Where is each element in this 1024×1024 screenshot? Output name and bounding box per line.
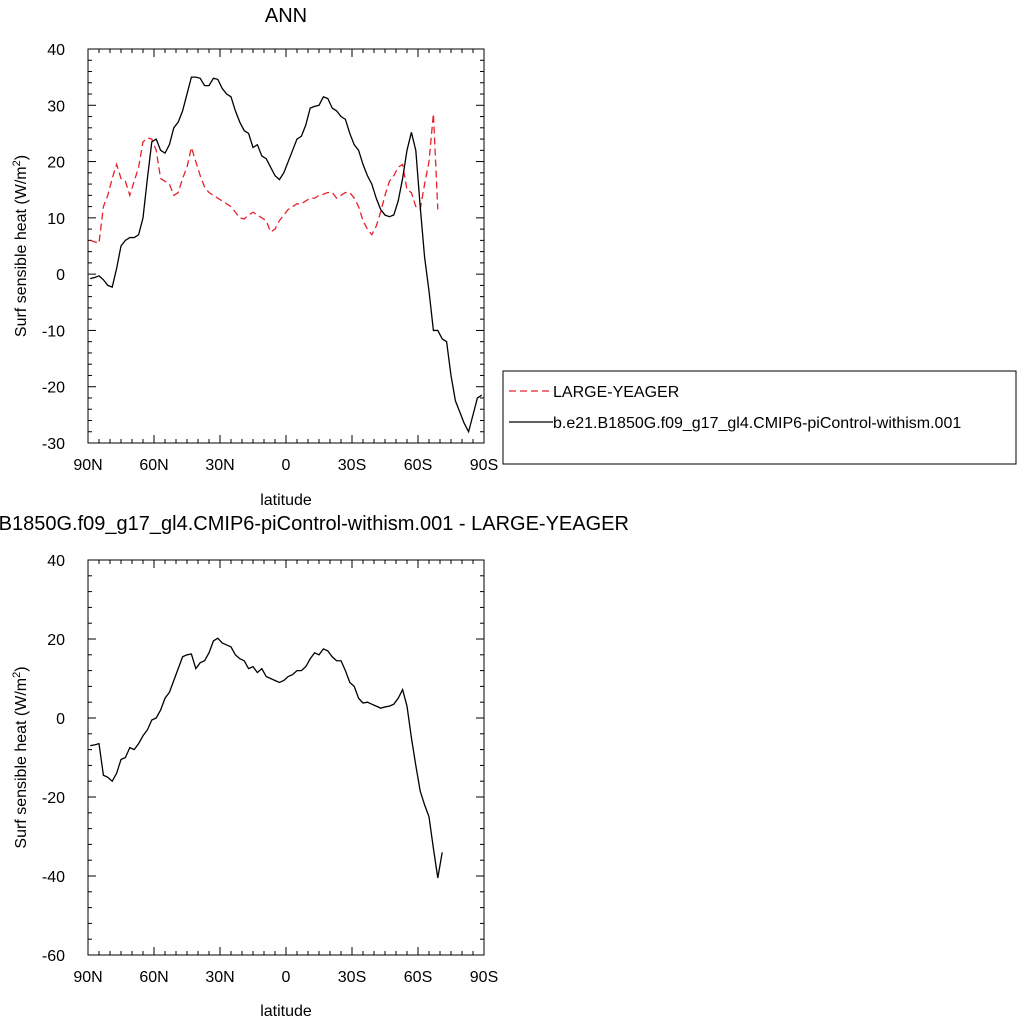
- y-tick-label: -30: [42, 436, 65, 453]
- series-line-0: [90, 113, 439, 245]
- x-tick-label: 60N: [139, 969, 168, 986]
- x-tick-label: 0: [282, 457, 291, 474]
- y-axis-label: Surf sensible heat (W/m2): [11, 155, 30, 337]
- x-axis-label: latitude: [260, 492, 312, 509]
- series-line-1: [90, 76, 483, 434]
- y-tick-label: 0: [56, 711, 65, 728]
- y-tick-label: 30: [47, 98, 65, 115]
- y-tick-label: -40: [42, 869, 65, 886]
- y-tick-label: -10: [42, 323, 65, 340]
- series-line-0: [90, 637, 443, 879]
- y-tick-label: -20: [42, 790, 65, 807]
- panel-bottom: b.e21.B1850G.f09_g17_gl4.CMIP6-piControl…: [0, 513, 629, 1020]
- legend-label-1: b.e21.B1850G.f09_g17_gl4.CMIP6-piControl…: [553, 415, 961, 432]
- legend-box: [502, 370, 1017, 465]
- x-tick-label: 0: [282, 969, 291, 986]
- chart-title: ANN: [265, 5, 307, 27]
- y-tick-label: 40: [47, 553, 65, 570]
- y-tick-label: 20: [47, 632, 65, 649]
- y-axis-label-end: ): [13, 155, 30, 160]
- y-axis-label-superscript: 2: [11, 160, 23, 166]
- chart-title: b.e21.B1850G.f09_g17_gl4.CMIP6-piControl…: [0, 513, 629, 535]
- y-axis-label-superscript: 2: [11, 672, 23, 678]
- legend-label-0: LARGE-YEAGER: [553, 384, 679, 401]
- plot-frame: [87, 48, 485, 444]
- x-tick-label: 30S: [338, 457, 366, 474]
- x-tick-label: 90N: [73, 457, 102, 474]
- x-tick-label: 60S: [404, 457, 432, 474]
- x-tick-label: 90S: [470, 457, 498, 474]
- y-axis-label: Surf sensible heat (W/m2): [11, 666, 30, 848]
- y-tick-label: -20: [42, 380, 65, 397]
- x-tick-label: 30N: [205, 969, 234, 986]
- y-tick-label: 10: [47, 211, 65, 228]
- y-axis-label-end: ): [13, 666, 30, 671]
- x-axis-label: latitude: [260, 1003, 312, 1020]
- y-tick-label: 40: [47, 42, 65, 59]
- y-tick-label: 0: [56, 267, 65, 284]
- x-tick-label: 30N: [205, 457, 234, 474]
- x-tick-label: 90S: [470, 969, 498, 986]
- x-tick-label: 30S: [338, 969, 366, 986]
- x-tick-label: 60N: [139, 457, 168, 474]
- panel-top: ANN 90N 60N 30N 0 30S 60S 90S -30 -20 -10 0 10 20 30 40…: [11, 5, 1017, 509]
- y-axis-label-text: Surf sensible heat (W/m: [13, 678, 30, 849]
- plot-frame: [87, 559, 485, 956]
- y-axis-label-text: Surf sensible heat (W/m: [13, 166, 30, 337]
- y-tick-label: -60: [42, 948, 65, 965]
- x-tick-label: 60S: [404, 969, 432, 986]
- y-tick-label: 20: [47, 155, 65, 172]
- x-tick-label: 90N: [73, 969, 102, 986]
